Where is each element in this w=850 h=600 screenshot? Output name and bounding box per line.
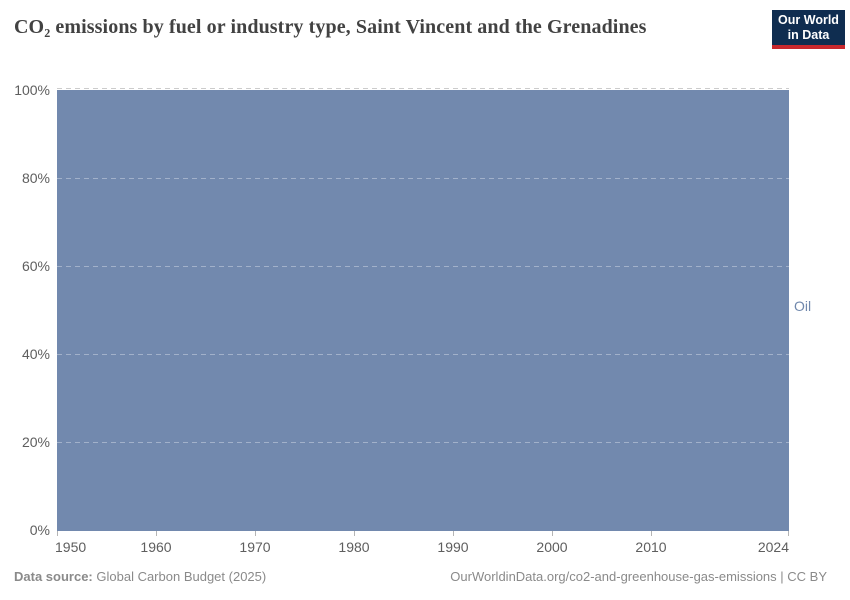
x-axis-label: 1990: [437, 539, 469, 555]
x-axis-tick: [255, 531, 256, 536]
gridline-100pct: [57, 88, 789, 89]
data-source-label: Data source:: [14, 569, 93, 584]
owid-logo-line2: in Data: [787, 27, 830, 42]
chart-title: CO₂ emissions by fuel or industry type, …: [14, 16, 647, 38]
x-axis-tick: [651, 531, 652, 536]
data-source: Data source: Global Carbon Budget (2025): [14, 568, 266, 585]
y-axis-label: 100%: [14, 82, 50, 98]
x-axis-label: 2024: [757, 539, 789, 555]
y-axis-label: 60%: [21, 258, 50, 274]
series-label-oil: Oil: [794, 298, 812, 314]
x-axis-label: 2010: [635, 539, 667, 555]
owid-logo-line1: Our World: [778, 12, 839, 27]
chart-footer: Data source: Global Carbon Budget (2025)…: [14, 568, 827, 585]
x-axis-tick: [57, 531, 58, 536]
y-axis-label: 0%: [29, 522, 50, 538]
x-axis-label: 1950: [55, 539, 87, 555]
y-axis-label: 80%: [21, 170, 50, 186]
x-axis-tick: [156, 531, 157, 536]
x-axis-tick: [453, 531, 454, 536]
gridline-60pct: [57, 266, 789, 267]
attribution-link[interactable]: OurWorldinData.org/co2-and-greenhouse-ga…: [450, 569, 827, 584]
x-axis-label: 1980: [338, 539, 370, 555]
area-series-oil[interactable]: [57, 90, 789, 531]
gridline-40pct: [57, 354, 789, 355]
x-axis-label: 1960: [140, 539, 172, 555]
gridline-80pct: [57, 178, 789, 179]
x-axis-tick: [788, 531, 789, 536]
y-axis-label: 20%: [21, 434, 50, 450]
plot-area[interactable]: [57, 88, 789, 531]
data-source-value: Global Carbon Budget (2025): [96, 569, 267, 584]
y-axis-label: 40%: [21, 346, 50, 362]
owid-logo[interactable]: Our World in Data: [772, 10, 845, 49]
x-axis-tick: [354, 531, 355, 536]
x-axis-label: 1970: [239, 539, 271, 555]
x-axis-tick: [552, 531, 553, 536]
gridline-20pct: [57, 442, 789, 443]
x-axis-label: 2000: [536, 539, 568, 555]
